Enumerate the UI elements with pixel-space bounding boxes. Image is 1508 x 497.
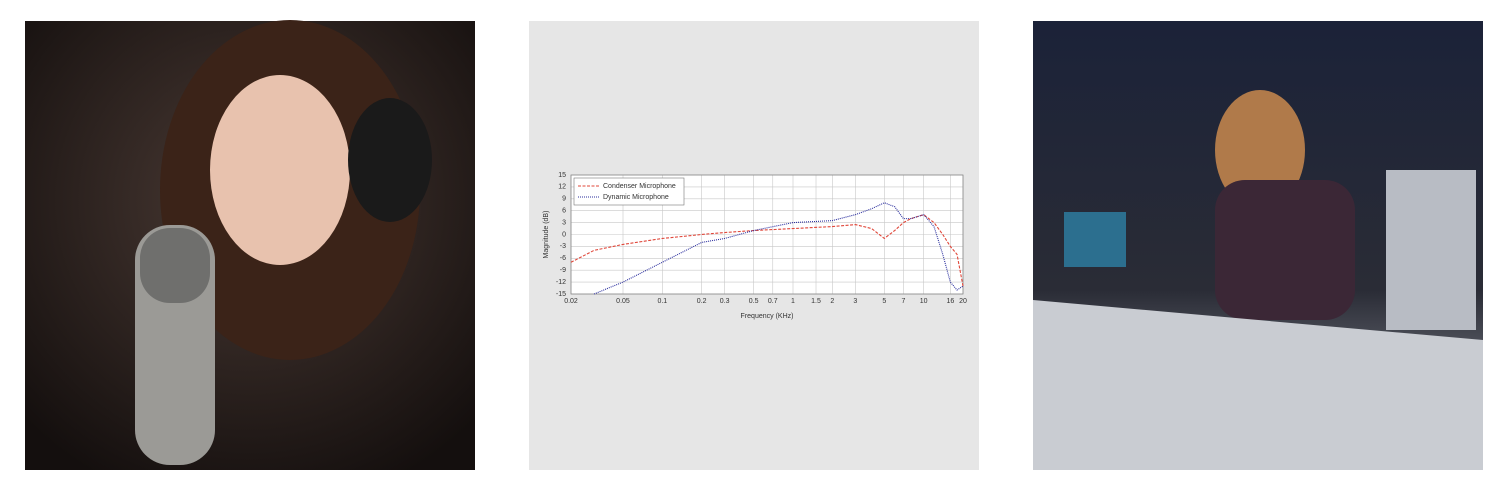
y-tick-label: -6: [560, 255, 566, 262]
x-tick-label: 0.02: [564, 298, 578, 305]
y-tick-label: 9: [562, 196, 566, 203]
y-axis-label: Magnitude (dB): [543, 211, 550, 259]
legend-box: [573, 177, 685, 206]
plot-frame: [570, 174, 964, 295]
x-tick-label: 0.7: [768, 298, 778, 305]
x-tick-label: 20: [959, 298, 967, 305]
series-line: [593, 202, 964, 295]
x-tick-label: 0.1: [657, 298, 667, 305]
x-tick-label: 10: [920, 298, 928, 305]
y-tick-label: 0: [562, 231, 566, 238]
y-tick-label: 6: [562, 208, 566, 215]
y-tick-label: -3: [560, 243, 566, 250]
engineer-photo: [1033, 21, 1483, 470]
legend-label: Condenser Microphone: [603, 183, 676, 190]
y-tick-label: -12: [556, 279, 566, 286]
x-tick-label: 0.3: [720, 298, 730, 305]
x-tick-label: 1: [791, 298, 795, 305]
y-tick-label: 15: [558, 172, 566, 179]
x-tick-label: 0.5: [749, 298, 759, 305]
y-tick-label: -9: [560, 267, 566, 274]
singer-photo: [25, 20, 475, 470]
x-tick-label: 5: [882, 298, 886, 305]
x-tick-label: 7: [901, 298, 905, 305]
y-tick-label: -15: [556, 291, 566, 298]
legend-label: Dynamic Microphone: [603, 194, 669, 201]
y-tick-label: 3: [562, 219, 566, 226]
x-tick-label: 16: [946, 298, 954, 305]
x-tick-label: 0.05: [616, 298, 630, 305]
x-tick-label: 1.5: [811, 298, 821, 305]
chart-panel: [529, 21, 979, 470]
y-tick-label: 12: [558, 184, 566, 191]
series-line: [570, 214, 964, 287]
x-tick-label: 0.2: [697, 298, 707, 305]
x-tick-label: 3: [853, 298, 857, 305]
x-axis-label: Frequency (KHz): [741, 313, 794, 320]
x-tick-label: 2: [830, 298, 834, 305]
